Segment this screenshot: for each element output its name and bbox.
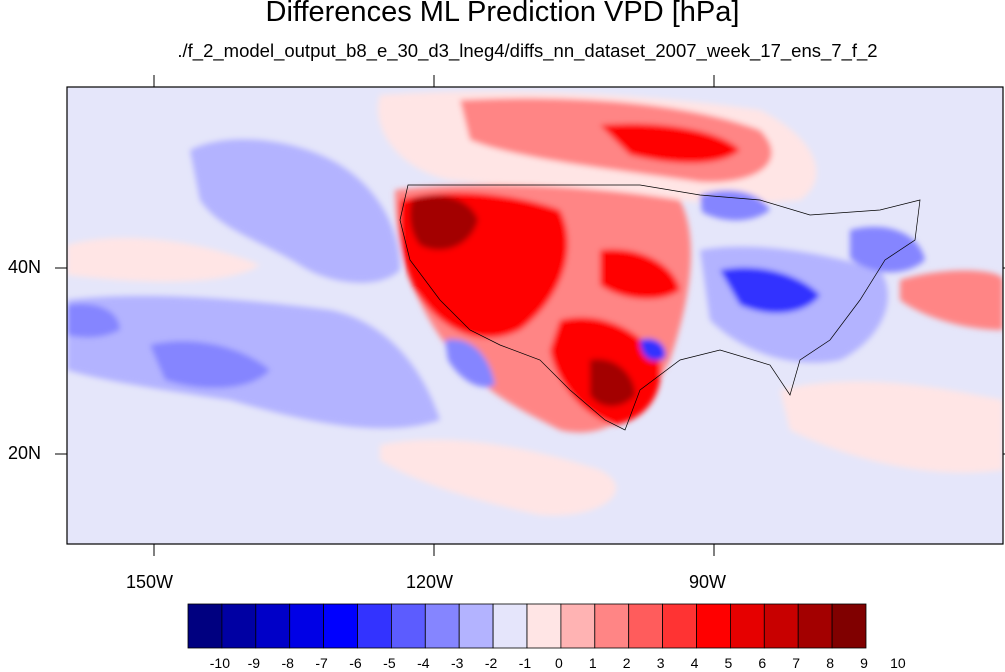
pacific-negative-region bbox=[190, 139, 400, 283]
colorbar-label: 0 bbox=[554, 655, 563, 671]
texas-positive-max bbox=[590, 359, 635, 407]
lon-label-90w: 90W bbox=[689, 572, 727, 592]
colorbar-box bbox=[526, 603, 562, 649]
colorbar-box bbox=[696, 603, 731, 649]
colorbar-label: -5 bbox=[383, 655, 396, 671]
chart-subtitle: ./f_2_model_output_b8_e_30_d3_lneg4/diff… bbox=[177, 40, 878, 61]
colorbar-label: 7 bbox=[792, 655, 801, 671]
atlantic-positive-core bbox=[900, 270, 1003, 330]
colorbar-label: -3 bbox=[450, 655, 464, 671]
baja-negative bbox=[445, 339, 495, 388]
atlantic-positive-region bbox=[780, 381, 1003, 473]
canada-positive-max bbox=[600, 123, 740, 164]
northeast-negative bbox=[850, 226, 925, 273]
colorbar-box bbox=[797, 603, 833, 649]
plains-positive bbox=[600, 249, 680, 300]
colorbar-box bbox=[628, 603, 664, 649]
axis-ticks bbox=[55, 75, 1005, 556]
colorbar-box bbox=[390, 603, 426, 649]
colorbar-box bbox=[730, 603, 765, 649]
colorbar-label: -6 bbox=[349, 655, 362, 671]
colorbar-box bbox=[289, 603, 325, 649]
colorbar bbox=[187, 603, 867, 649]
lat-label-40n: 40N bbox=[8, 257, 42, 277]
colorbar-box bbox=[594, 603, 630, 649]
colorbar-label: -9 bbox=[247, 655, 261, 671]
eastern-us-negative-core bbox=[720, 267, 820, 313]
colorbar-label: -2 bbox=[484, 655, 498, 671]
lon-label-120w: 120W bbox=[406, 572, 454, 592]
northwest-positive-max bbox=[410, 195, 478, 250]
colorbar-label: -1 bbox=[518, 655, 532, 671]
map-field bbox=[67, 87, 1003, 544]
colorbar-box bbox=[357, 603, 392, 649]
colorbar-box bbox=[560, 603, 596, 649]
colorbar-label: 4 bbox=[690, 655, 699, 671]
colorbar-label: -8 bbox=[281, 655, 294, 671]
map-frame bbox=[66, 86, 1004, 545]
colorbar-label: 1 bbox=[588, 655, 597, 671]
colorbar-box bbox=[492, 603, 528, 649]
colorbar-label: -4 bbox=[417, 655, 430, 671]
colorbar-box bbox=[221, 603, 257, 649]
colorbar-label: -10 bbox=[209, 655, 231, 671]
colorbar-box bbox=[831, 603, 867, 649]
colorbar-label: 9 bbox=[860, 655, 868, 671]
pacific-positive-band bbox=[67, 237, 260, 282]
colorbar-box bbox=[255, 603, 291, 649]
pacific-negative-core bbox=[150, 341, 270, 389]
colorbar-label: 5 bbox=[724, 655, 733, 671]
chart-title: Differences ML Prediction VPD [hPa] bbox=[265, 0, 740, 28]
great-lakes-negative bbox=[700, 190, 770, 221]
south-texas-negative bbox=[640, 338, 666, 361]
colorbar-box bbox=[763, 603, 799, 649]
colorbar-label: -7 bbox=[315, 655, 328, 671]
colorbar-label: 2 bbox=[622, 655, 631, 671]
colorbar-box bbox=[662, 603, 697, 649]
lon-label-150w: 150W bbox=[126, 572, 174, 592]
colorbar-box bbox=[323, 603, 358, 649]
colorbar-box bbox=[424, 603, 460, 649]
colorbar-box bbox=[187, 603, 223, 649]
colorbar-label: 8 bbox=[826, 655, 834, 671]
colorbar-box bbox=[458, 603, 494, 649]
gulf-positive-region bbox=[380, 439, 617, 516]
colorbar-label: 3 bbox=[656, 655, 665, 671]
pacific-negative-west bbox=[67, 303, 120, 338]
colorbar-label: 10 bbox=[890, 655, 906, 671]
lat-label-20n: 20N bbox=[8, 443, 42, 463]
colorbar-label: 6 bbox=[758, 655, 767, 671]
coastline-outline bbox=[399, 184, 921, 431]
